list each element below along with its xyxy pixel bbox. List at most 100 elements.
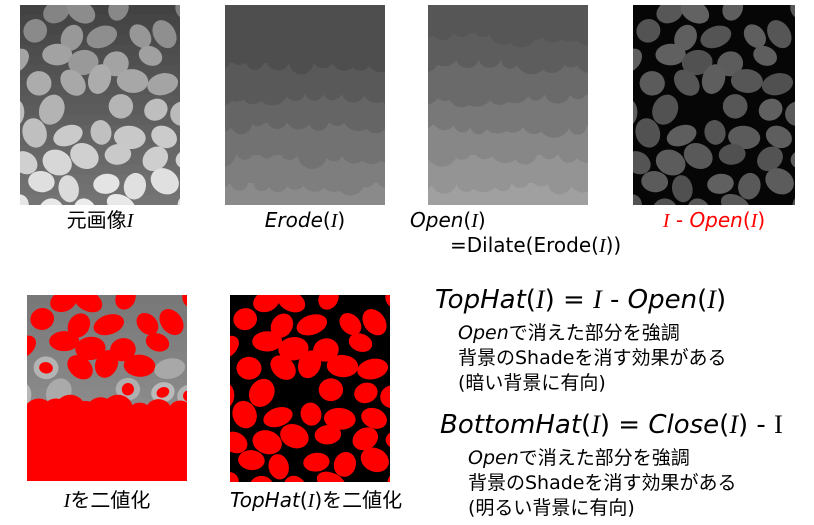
gray-region-lobe — [477, 44, 502, 68]
gray-region-lobe — [547, 169, 573, 195]
cell-blob — [633, 151, 651, 175]
gray-region-lobe — [544, 76, 572, 104]
binarized-blob — [249, 475, 274, 482]
bottomhat-note-2: 背景のShadeを消す効果がある — [468, 471, 737, 496]
cell-blob — [683, 142, 713, 170]
binarized-blob — [316, 471, 346, 482]
cell-blob — [170, 101, 180, 126]
gray-region-lobe — [253, 173, 271, 191]
binarized-blob — [35, 449, 62, 470]
caption-erode-function: Erode — [264, 208, 323, 232]
binarized-blob — [156, 387, 170, 398]
bottomhat-notes: Openで消えた部分を強調 背景のShadeを消す効果がある (明るい背景に有向… — [468, 446, 737, 521]
gray-region-lobe — [498, 71, 532, 104]
gray-region-lobe — [537, 45, 566, 73]
caption-binarized-original: Iを二値化 — [27, 488, 187, 513]
cell-blob — [655, 43, 686, 66]
binarized-blob — [60, 406, 90, 427]
bottomhat-note-3-text: (明るい背景に有向) — [468, 497, 635, 519]
caption-binarized-original-variable: I — [63, 490, 71, 512]
tophat-note-1-text: で消えた部分を強調 — [508, 322, 680, 344]
cell-blob — [123, 354, 156, 377]
binarized-blob — [130, 451, 154, 476]
cell-blob — [68, 49, 99, 76]
cell-blob — [86, 25, 118, 49]
binarized-blob — [29, 400, 54, 428]
cell-blob — [722, 5, 744, 21]
binarized-original-image — [27, 295, 187, 481]
gray-region-lobe — [505, 15, 538, 48]
binarized-blob — [318, 295, 339, 310]
cell-blob — [639, 71, 665, 96]
gray-region-lobe — [510, 167, 531, 188]
cell-blob — [758, 98, 783, 121]
background-gradient-strip — [27, 341, 187, 352]
cell-blob — [20, 194, 29, 205]
tophat-note-2: 背景のShadeを消す効果がある — [458, 346, 727, 371]
cell-blob — [116, 69, 149, 93]
cell-blob — [43, 5, 70, 24]
gray-region-lobe — [450, 15, 473, 38]
binarized-blob — [232, 400, 257, 429]
binarized-blob — [46, 474, 71, 481]
bottomhat-note-1: Openで消えた部分を強調 — [468, 446, 737, 471]
background-gradient-strip — [20, 165, 180, 176]
cell-blob — [718, 144, 746, 165]
binarized-blob — [49, 429, 79, 454]
gray-region-lobe — [322, 80, 343, 101]
cell-blob — [666, 124, 697, 147]
caption-original: 元画像I — [20, 208, 180, 233]
binarized-blob — [97, 402, 119, 425]
gray-region-lobe — [528, 23, 545, 40]
background-gradient-strip — [27, 332, 187, 343]
gray-region-lobe — [455, 44, 480, 68]
binarized-blob — [297, 350, 322, 379]
cell-blob — [743, 24, 766, 48]
cell-blob — [129, 24, 152, 48]
caption-difference-function: Open — [689, 208, 743, 232]
cell-blob — [42, 149, 72, 176]
cell-blob — [700, 25, 732, 49]
cell-blob — [93, 314, 125, 336]
caption-binarized-tophat-variable: I — [307, 490, 315, 512]
binarized-tophat-panel — [230, 295, 390, 482]
gray-region-lobe — [377, 170, 385, 188]
caption-open-definition-variable: I — [598, 235, 606, 257]
caption-open-function: Open — [410, 208, 464, 232]
binarized-blob — [278, 337, 309, 361]
cell-blob — [722, 94, 748, 119]
binarized-blob — [270, 355, 296, 380]
binarized-blob — [100, 451, 127, 471]
gray-region-lobe — [349, 48, 372, 71]
caption-open-paren-open: ( — [463, 208, 472, 232]
cell-blob — [761, 73, 794, 96]
gray-region-lobe — [308, 111, 329, 131]
caption-difference: I - Open(I) — [633, 208, 795, 233]
bottomhat-formula-function: BottomHat — [440, 410, 582, 440]
background-gradient-strip — [27, 388, 187, 398]
caption-erode-variable: I — [330, 210, 338, 232]
binarized-blob — [362, 309, 387, 336]
gray-region-lobe — [501, 51, 519, 69]
binarized-blob — [303, 452, 330, 472]
background-gradient-strip — [27, 295, 187, 305]
cell-blob — [144, 98, 168, 121]
cell-blob — [20, 48, 29, 74]
tophat-note-3-text: (暗い背景に有向) — [458, 372, 606, 394]
gray-region-lobe — [286, 104, 312, 130]
cell-blob — [108, 5, 129, 21]
cell-blob — [42, 43, 73, 66]
caption-difference-paren-close: ) — [757, 208, 766, 232]
gray-region-lobe — [571, 130, 588, 163]
gray-region-lobe — [324, 142, 344, 162]
gray-region-lobe — [258, 141, 275, 159]
gray-region-lobe — [527, 84, 545, 101]
binarized-blob — [230, 335, 239, 359]
binarized-blob — [280, 423, 309, 449]
cell-blob — [115, 295, 136, 310]
gray-region-lobe — [305, 82, 324, 101]
bottomhat-formula-paren-open: ( — [581, 410, 592, 440]
cell-blob — [680, 5, 710, 24]
gray-region-lobe — [354, 166, 377, 188]
caption-difference-inner-variable: I — [750, 210, 758, 232]
